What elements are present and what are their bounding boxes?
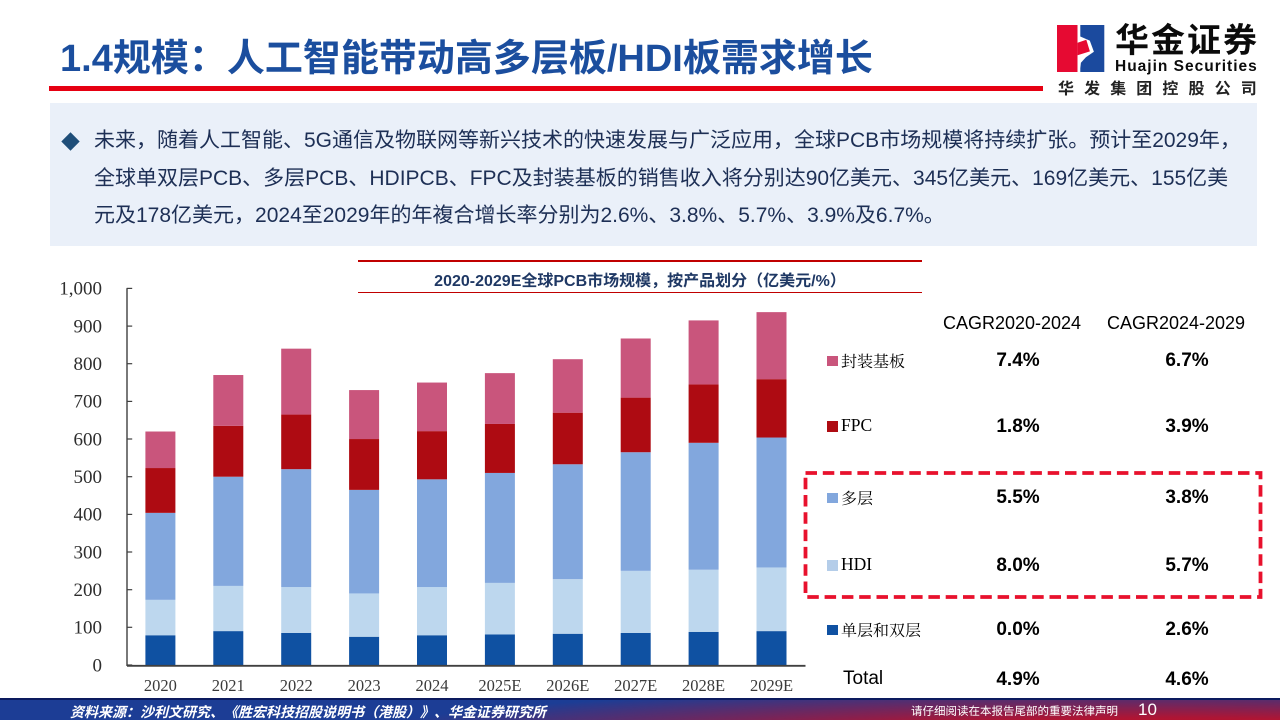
svg-text:500: 500: [74, 467, 103, 488]
svg-text:2027E: 2027E: [614, 676, 657, 695]
svg-text:400: 400: [74, 505, 103, 526]
svg-text:2020: 2020: [144, 676, 177, 695]
svg-text:2024: 2024: [416, 676, 449, 695]
svg-text:2022: 2022: [280, 676, 313, 695]
svg-text:300: 300: [74, 542, 103, 563]
svg-text:700: 700: [74, 392, 103, 413]
svg-text:800: 800: [74, 354, 103, 375]
svg-text:600: 600: [74, 429, 103, 450]
svg-text:2029E: 2029E: [750, 676, 793, 695]
svg-text:2021: 2021: [212, 676, 245, 695]
svg-text:2023: 2023: [348, 676, 381, 695]
svg-text:2028E: 2028E: [682, 676, 725, 695]
svg-text:2026E: 2026E: [546, 676, 589, 695]
svg-text:2025E: 2025E: [478, 676, 521, 695]
svg-text:0: 0: [93, 655, 103, 676]
svg-text:100: 100: [74, 618, 103, 639]
svg-text:1,000: 1,000: [59, 279, 102, 300]
svg-text:200: 200: [74, 580, 103, 601]
svg-text:900: 900: [74, 316, 103, 337]
